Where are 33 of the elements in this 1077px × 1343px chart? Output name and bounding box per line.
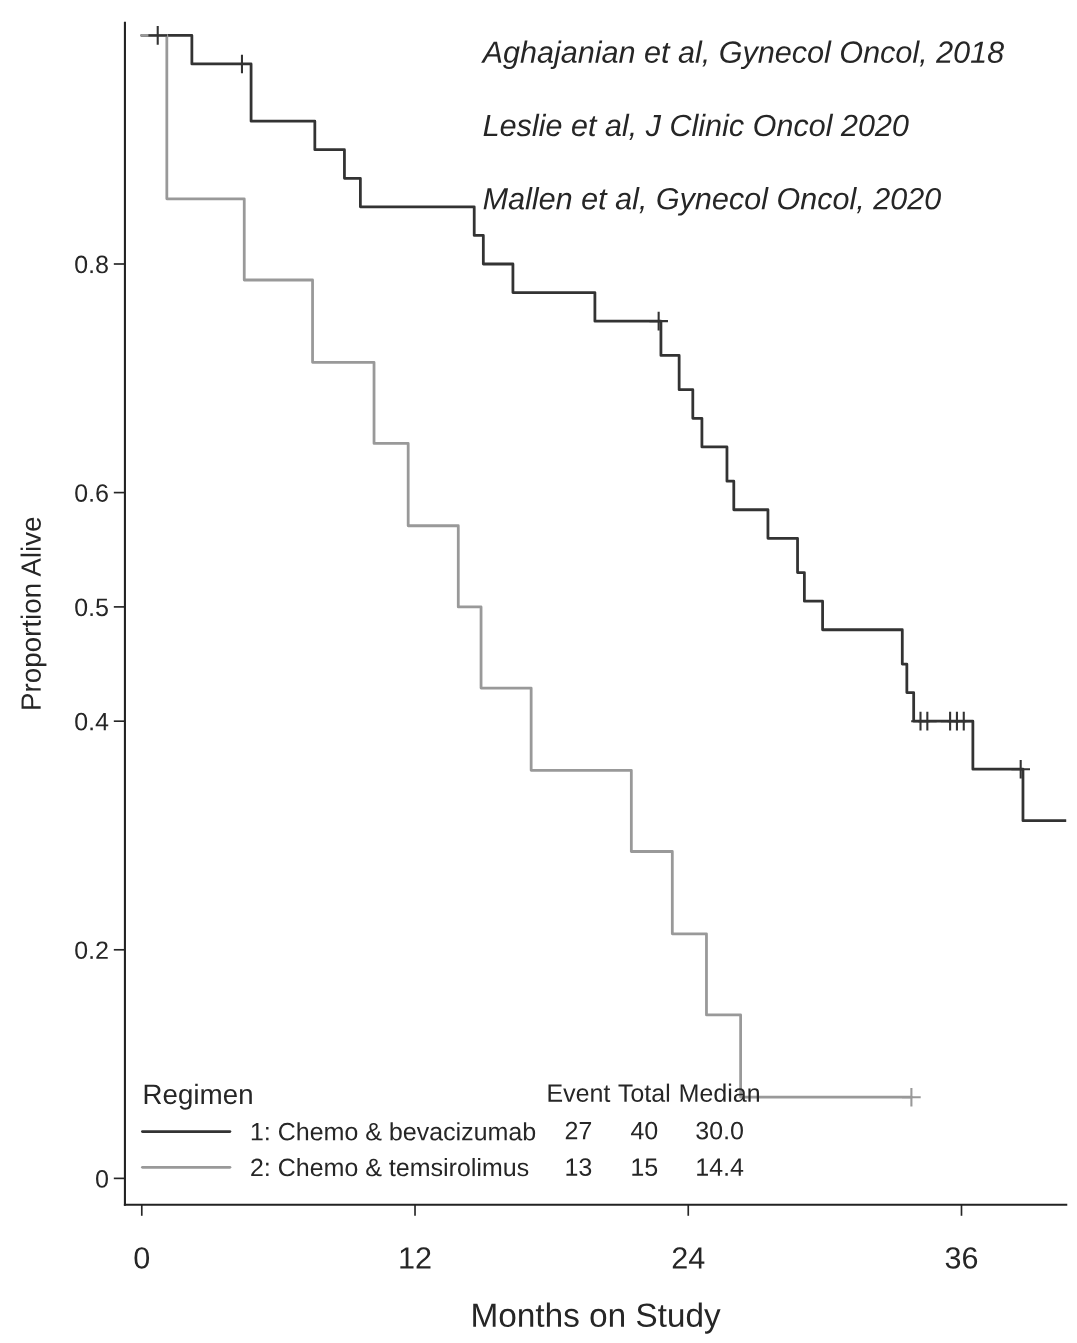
annotation: 30.0	[696, 1121, 743, 1140]
y-axis-title: Proportion Alive	[20, 517, 47, 709]
x-tick-label: 0	[134, 1247, 150, 1269]
annotation: 14.4	[697, 1158, 744, 1176]
annotation: Median	[680, 1083, 759, 1102]
point	[953, 710, 975, 732]
annotation: Leslie et al, J Clinic Oncol 2020	[483, 113, 909, 140]
y-tick-label: 0.4	[75, 712, 109, 731]
y-tick-label: 0.2	[75, 941, 108, 960]
x-tick-label: 12	[400, 1247, 431, 1269]
point	[648, 310, 670, 332]
annotation: Aghajanian et al, Gynecol Oncol, 2018	[481, 40, 1004, 70]
point	[147, 25, 169, 46]
point	[1010, 758, 1032, 780]
annotation: 27	[565, 1121, 592, 1140]
point	[901, 1086, 922, 1108]
annotation: 15	[632, 1158, 658, 1176]
x-axis-title: Months on Study	[473, 1302, 721, 1334]
point	[916, 710, 938, 732]
y-tick-label: 0.5	[75, 598, 108, 617]
legend-label: 2: Chemo & temsirolimus	[251, 1157, 529, 1177]
annotation: 40	[630, 1121, 658, 1140]
annotation: Total	[618, 1083, 670, 1102]
annotation: Event	[548, 1084, 611, 1102]
legend-label: 1: Chemo & bevacizumab	[251, 1122, 536, 1141]
annotation: Mallen et al, Gynecol Oncol, 2020	[483, 187, 941, 216]
x-tick-label: 24	[672, 1247, 705, 1269]
y-tick-label: 0.6	[75, 484, 108, 502]
y-tick-label: 0	[96, 1169, 108, 1188]
y-tick-label: 0.8	[75, 255, 108, 274]
legend-title: Regimen	[144, 1083, 252, 1110]
x-tick-label: 36	[945, 1247, 978, 1269]
annotation: 13	[566, 1158, 592, 1176]
